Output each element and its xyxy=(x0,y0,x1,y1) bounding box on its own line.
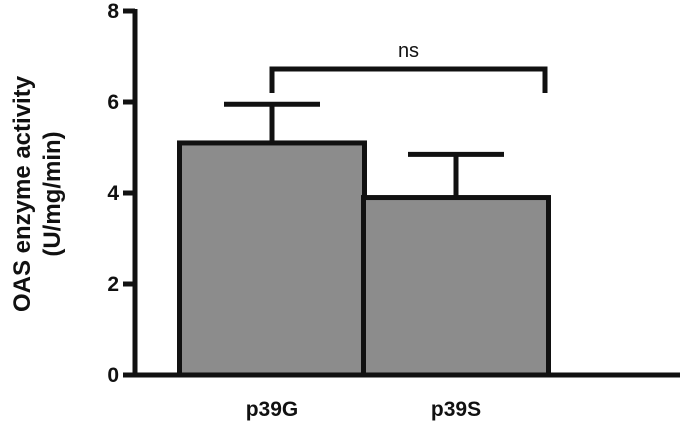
y-tick-label: 8 xyxy=(107,0,119,23)
significance-bracket: ns xyxy=(269,40,548,93)
y-axis-label-line1: OAS enzyme activity xyxy=(9,75,36,312)
y-tick-label: 6 xyxy=(107,91,119,114)
y-tick-label: 2 xyxy=(107,273,119,296)
y-tick-label: 0 xyxy=(107,364,119,387)
x-category-label: p39G xyxy=(246,398,299,421)
significance-label: ns xyxy=(398,40,419,62)
labels: p39G p39S xyxy=(246,398,481,421)
x-category-label: p39S xyxy=(431,398,481,421)
y-axis-label-line2: (U/mg/min) xyxy=(39,131,66,256)
error-bars xyxy=(224,101,504,198)
bar-p39G xyxy=(177,140,367,378)
bar-p39S xyxy=(361,195,551,378)
bars xyxy=(177,140,551,378)
comparison-bracket xyxy=(269,66,548,93)
y-tick-label: 4 xyxy=(107,182,119,205)
